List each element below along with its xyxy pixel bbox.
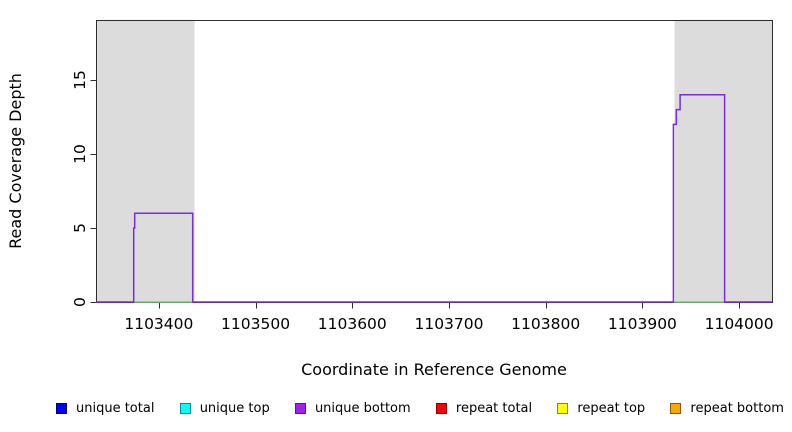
coverage-step-line (96, 94, 772, 303)
y-tick-label: 15 (71, 70, 89, 90)
legend-swatch-repeat-total (435, 403, 447, 414)
legend-item-repeat-bottom: repeat bottom (670, 401, 784, 416)
x-tick-label: 1103400 (124, 315, 193, 333)
chart-legend: unique total unique top unique bottom repea… (0, 396, 792, 416)
legend-item-unique-total: unique total (56, 401, 154, 416)
plot-box (96, 20, 773, 303)
legend-label: repeat bottom (690, 401, 784, 416)
shaded-region (674, 20, 772, 302)
x-axis-title: Coordinate in Reference Genome (301, 360, 567, 379)
legend-item-repeat-total: repeat total (435, 401, 533, 416)
legend-swatch-unique-total (56, 403, 67, 414)
y-tick-label: 5 (71, 223, 89, 233)
y-tick-label: 0 (71, 297, 89, 307)
x-tick-label: 1103500 (221, 315, 290, 333)
x-tick-label: 1104000 (705, 315, 774, 333)
x-tick-label: 1103800 (511, 315, 580, 333)
legend-label: repeat top (577, 401, 646, 416)
x-tick-label: 1103600 (318, 315, 387, 333)
y-axis-title: Read Coverage Depth (6, 73, 25, 249)
y-tick-label: 10 (71, 144, 89, 164)
coverage-chart: 1103400 1103500 1103600 1103700 1103800 11039… (6, 20, 774, 379)
legend-item-repeat-top: repeat top (557, 401, 645, 416)
legend-swatch-unique-top (179, 403, 191, 414)
legend-swatch-unique-bottom (294, 403, 306, 414)
legend-item-unique-bottom: unique bottom (294, 401, 411, 416)
legend-label: unique total (76, 401, 155, 416)
x-tick-label: 1103900 (608, 315, 677, 333)
shaded-region (96, 20, 195, 302)
legend-item-unique-top: unique top (179, 401, 270, 416)
legend-swatch-repeat-top (557, 403, 569, 414)
legend-label: unique bottom (314, 401, 411, 416)
legend-label: unique top (199, 401, 270, 416)
legend-label: repeat total (455, 401, 533, 416)
x-tick-label: 1103700 (414, 315, 483, 333)
legend-swatch-repeat-bottom (670, 403, 682, 414)
